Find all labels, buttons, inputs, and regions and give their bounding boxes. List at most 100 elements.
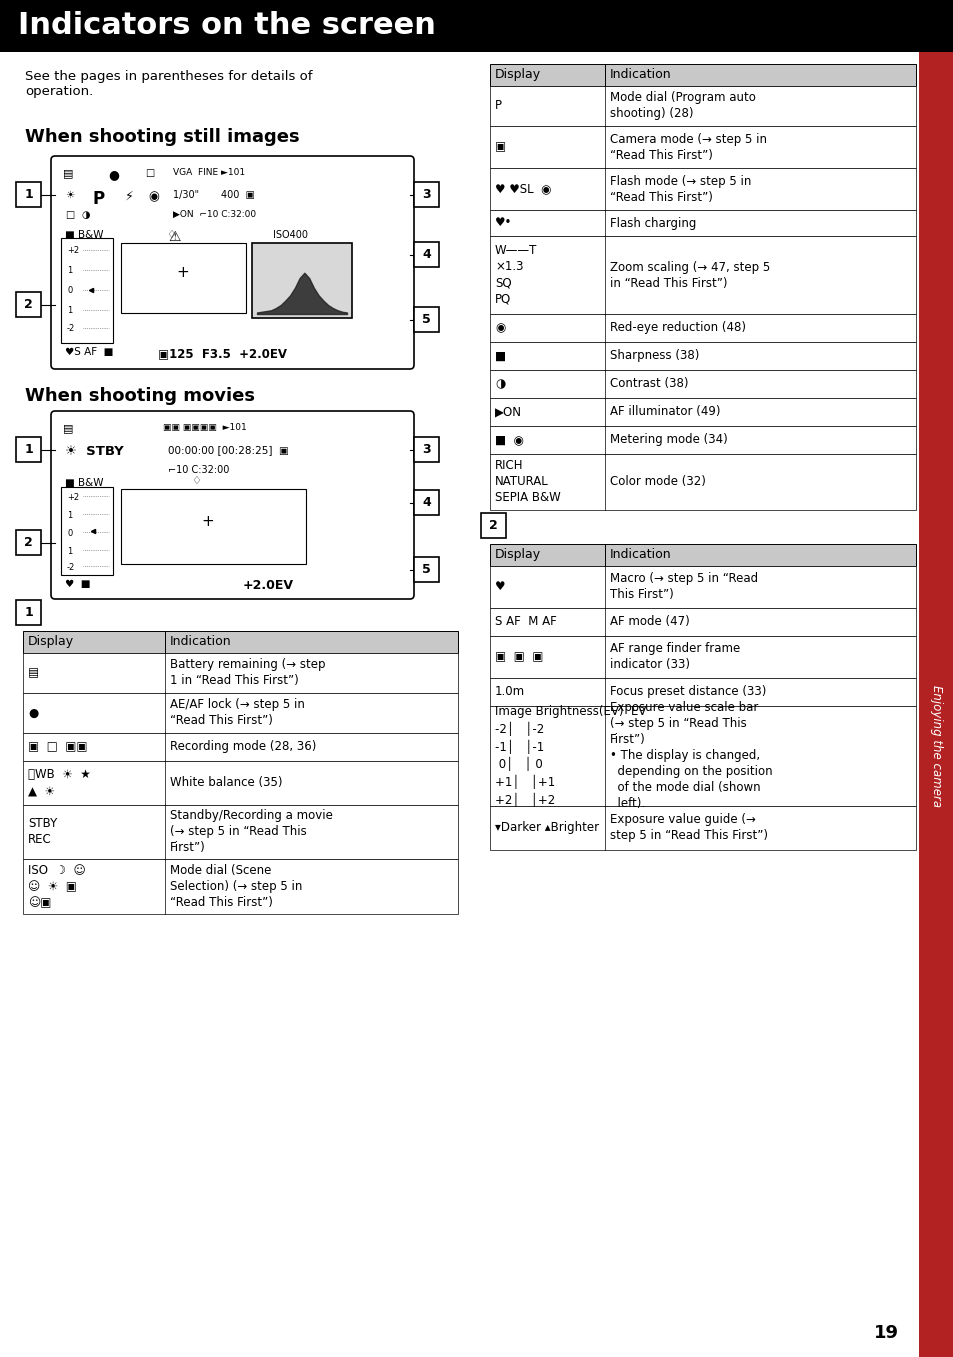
- Text: ◉: ◉: [148, 190, 159, 204]
- Text: P: P: [495, 99, 501, 113]
- Text: ♢: ♢: [191, 476, 201, 486]
- Text: ⓦWB  ☀  ★
▲  ☀: ⓦWB ☀ ★ ▲ ☀: [28, 768, 91, 798]
- Text: 1: 1: [67, 512, 72, 520]
- Text: 3: 3: [422, 442, 431, 456]
- Bar: [490, 608, 915, 636]
- Text: ♥  ■: ♥ ■: [65, 579, 91, 589]
- Text: Display: Display: [28, 635, 74, 649]
- Text: RICH
NATURAL
SEPIA B&W: RICH NATURAL SEPIA B&W: [495, 460, 560, 505]
- Text: 2: 2: [489, 518, 497, 532]
- Text: ■: ■: [495, 350, 506, 362]
- Text: 1.0m: 1.0m: [495, 685, 524, 699]
- Text: Enjoying the camera: Enjoying the camera: [929, 685, 942, 807]
- Text: ●: ●: [108, 168, 119, 180]
- Bar: [16, 292, 41, 318]
- Bar: [414, 490, 438, 516]
- Text: ▾Darker ▴Brighter: ▾Darker ▴Brighter: [495, 821, 598, 835]
- Text: 00:00:00 [00:28:25]  ▣: 00:00:00 [00:28:25] ▣: [168, 445, 289, 455]
- Text: ●: ●: [28, 707, 38, 719]
- Text: STBY
REC: STBY REC: [28, 817, 57, 847]
- Text: 4: 4: [421, 497, 431, 509]
- Text: 0: 0: [67, 529, 72, 537]
- Text: VGA  FINE ►101: VGA FINE ►101: [172, 168, 245, 176]
- Bar: [490, 370, 915, 398]
- FancyBboxPatch shape: [51, 156, 414, 369]
- Text: -2: -2: [67, 563, 75, 573]
- Text: Flash mode (→ step 5 in
“Read This First”): Flash mode (→ step 5 in “Read This First…: [609, 175, 751, 204]
- FancyBboxPatch shape: [51, 411, 414, 598]
- Bar: [490, 566, 915, 608]
- Text: 1/30"       400  ▣: 1/30" 400 ▣: [172, 190, 254, 199]
- Text: AF illuminator (49): AF illuminator (49): [609, 406, 720, 418]
- Text: Image Brightness(EV)  EV
-2│   │-2
-1│   │-1
 0│   │ 0
+1│   │+1
+2│   │+2: Image Brightness(EV) EV -2│ │-2 -1│ │-1 …: [495, 706, 646, 806]
- Text: ♥S AF  ■: ♥S AF ■: [65, 347, 113, 357]
- Text: Camera mode (→ step 5 in
“Read This First”): Camera mode (→ step 5 in “Read This Firs…: [609, 133, 766, 161]
- Text: Mode dial (Program auto
shooting) (28): Mode dial (Program auto shooting) (28): [609, 91, 755, 121]
- Text: 19: 19: [873, 1324, 898, 1342]
- Text: ▤: ▤: [28, 666, 39, 680]
- Bar: [490, 126, 915, 168]
- Text: ▣: ▣: [495, 141, 506, 153]
- Bar: [23, 761, 457, 805]
- Bar: [23, 733, 457, 761]
- Bar: [490, 455, 915, 510]
- Bar: [490, 678, 915, 706]
- Bar: [414, 556, 438, 582]
- Text: 4: 4: [421, 248, 431, 261]
- Bar: [490, 544, 915, 566]
- Bar: [490, 426, 915, 455]
- Text: +2.0EV: +2.0EV: [243, 579, 294, 592]
- Bar: [490, 342, 915, 370]
- Text: -2: -2: [67, 324, 75, 332]
- Bar: [883, 0, 953, 52]
- Text: ▶ON  ⌐10 C:32:00: ▶ON ⌐10 C:32:00: [172, 210, 255, 218]
- Text: ISO400: ISO400: [273, 229, 308, 240]
- Text: Exposure value guide (→
step 5 in “Read This First”): Exposure value guide (→ step 5 in “Read …: [609, 813, 767, 843]
- Text: Indication: Indication: [170, 635, 232, 649]
- Text: ▤: ▤: [63, 423, 73, 433]
- Text: 5: 5: [421, 313, 431, 326]
- Text: ▤: ▤: [63, 168, 73, 178]
- Text: Color mode (32): Color mode (32): [609, 475, 705, 489]
- Text: See the pages in parentheses for details of
operation.: See the pages in parentheses for details…: [25, 71, 313, 98]
- Bar: [490, 398, 915, 426]
- Text: ☀  STBY: ☀ STBY: [65, 445, 124, 459]
- Text: 1: 1: [67, 305, 72, 315]
- Text: Indicators on the screen: Indicators on the screen: [18, 11, 436, 41]
- Text: ◑: ◑: [495, 377, 505, 391]
- Bar: [23, 631, 457, 653]
- Text: Indication: Indication: [609, 548, 671, 562]
- Text: ◉: ◉: [495, 322, 505, 334]
- Text: Mode dial (Scene
Selection) (→ step 5 in
“Read This First”): Mode dial (Scene Selection) (→ step 5 in…: [170, 864, 302, 909]
- Text: 5: 5: [421, 563, 431, 575]
- Bar: [61, 237, 112, 343]
- Text: Red-eye reduction (48): Red-eye reduction (48): [609, 322, 745, 334]
- Text: 1: 1: [24, 189, 32, 201]
- Bar: [490, 236, 915, 313]
- Text: 2: 2: [24, 536, 32, 550]
- Bar: [414, 242, 438, 267]
- Bar: [490, 706, 915, 806]
- Text: AF range finder frame
indicator (33): AF range finder frame indicator (33): [609, 642, 740, 672]
- Text: 1: 1: [24, 442, 32, 456]
- Text: Standby/Recording a movie
(→ step 5 in “Read This
First”): Standby/Recording a movie (→ step 5 in “…: [170, 810, 333, 855]
- Text: Exposure value scale bar
(→ step 5 in “Read This
First”)
• The display is change: Exposure value scale bar (→ step 5 in “R…: [609, 702, 772, 810]
- Bar: [121, 489, 306, 565]
- Bar: [490, 64, 915, 85]
- Text: Macro (→ step 5 in “Read
This First”): Macro (→ step 5 in “Read This First”): [609, 573, 758, 601]
- Text: S AF  M AF: S AF M AF: [495, 616, 557, 628]
- Text: Battery remaining (→ step
1 in “Read This First”): Battery remaining (→ step 1 in “Read Thi…: [170, 658, 325, 688]
- Text: P: P: [92, 190, 105, 208]
- Bar: [490, 806, 915, 849]
- Text: ▣  ▣  ▣: ▣ ▣ ▣: [495, 650, 543, 664]
- Text: ▣▣ ▣▣▣▣  ►101: ▣▣ ▣▣▣▣ ►101: [163, 423, 247, 432]
- Bar: [23, 653, 457, 693]
- Text: 3: 3: [422, 189, 431, 201]
- Text: Indication: Indication: [609, 68, 671, 81]
- Bar: [490, 313, 915, 342]
- Bar: [252, 243, 352, 318]
- Bar: [414, 182, 438, 208]
- Bar: [490, 85, 915, 126]
- Text: Contrast (38): Contrast (38): [609, 377, 688, 391]
- Bar: [0, 0, 953, 52]
